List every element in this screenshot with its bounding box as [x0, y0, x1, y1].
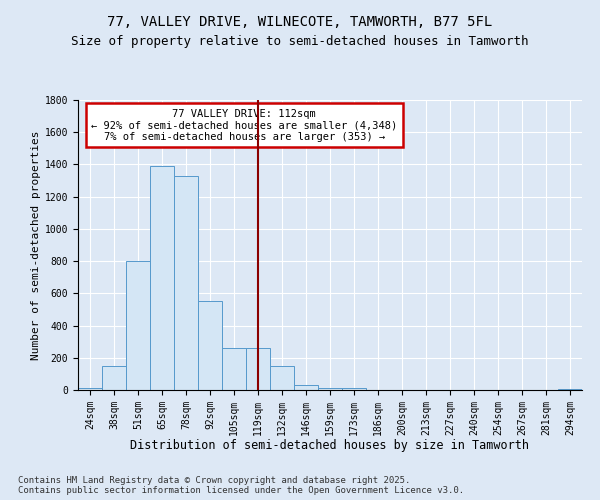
Bar: [174, 176, 198, 390]
Bar: [318, 388, 342, 390]
Bar: [102, 366, 126, 390]
Bar: [246, 348, 270, 390]
Bar: [222, 348, 246, 390]
Bar: [78, 388, 102, 390]
Text: Size of property relative to semi-detached houses in Tamworth: Size of property relative to semi-detach…: [71, 35, 529, 48]
Bar: [150, 166, 174, 390]
Bar: [270, 366, 294, 390]
Text: 77 VALLEY DRIVE: 112sqm
← 92% of semi-detached houses are smaller (4,348)
7% of : 77 VALLEY DRIVE: 112sqm ← 92% of semi-de…: [91, 108, 397, 142]
Y-axis label: Number of semi-detached properties: Number of semi-detached properties: [31, 130, 41, 360]
Text: 77, VALLEY DRIVE, WILNECOTE, TAMWORTH, B77 5FL: 77, VALLEY DRIVE, WILNECOTE, TAMWORTH, B…: [107, 15, 493, 29]
Text: Contains HM Land Registry data © Crown copyright and database right 2025.
Contai: Contains HM Land Registry data © Crown c…: [18, 476, 464, 495]
Bar: [294, 385, 318, 390]
Bar: [342, 388, 366, 390]
Bar: [126, 261, 150, 390]
Bar: [198, 302, 222, 390]
Bar: [558, 389, 582, 390]
X-axis label: Distribution of semi-detached houses by size in Tamworth: Distribution of semi-detached houses by …: [131, 439, 530, 452]
